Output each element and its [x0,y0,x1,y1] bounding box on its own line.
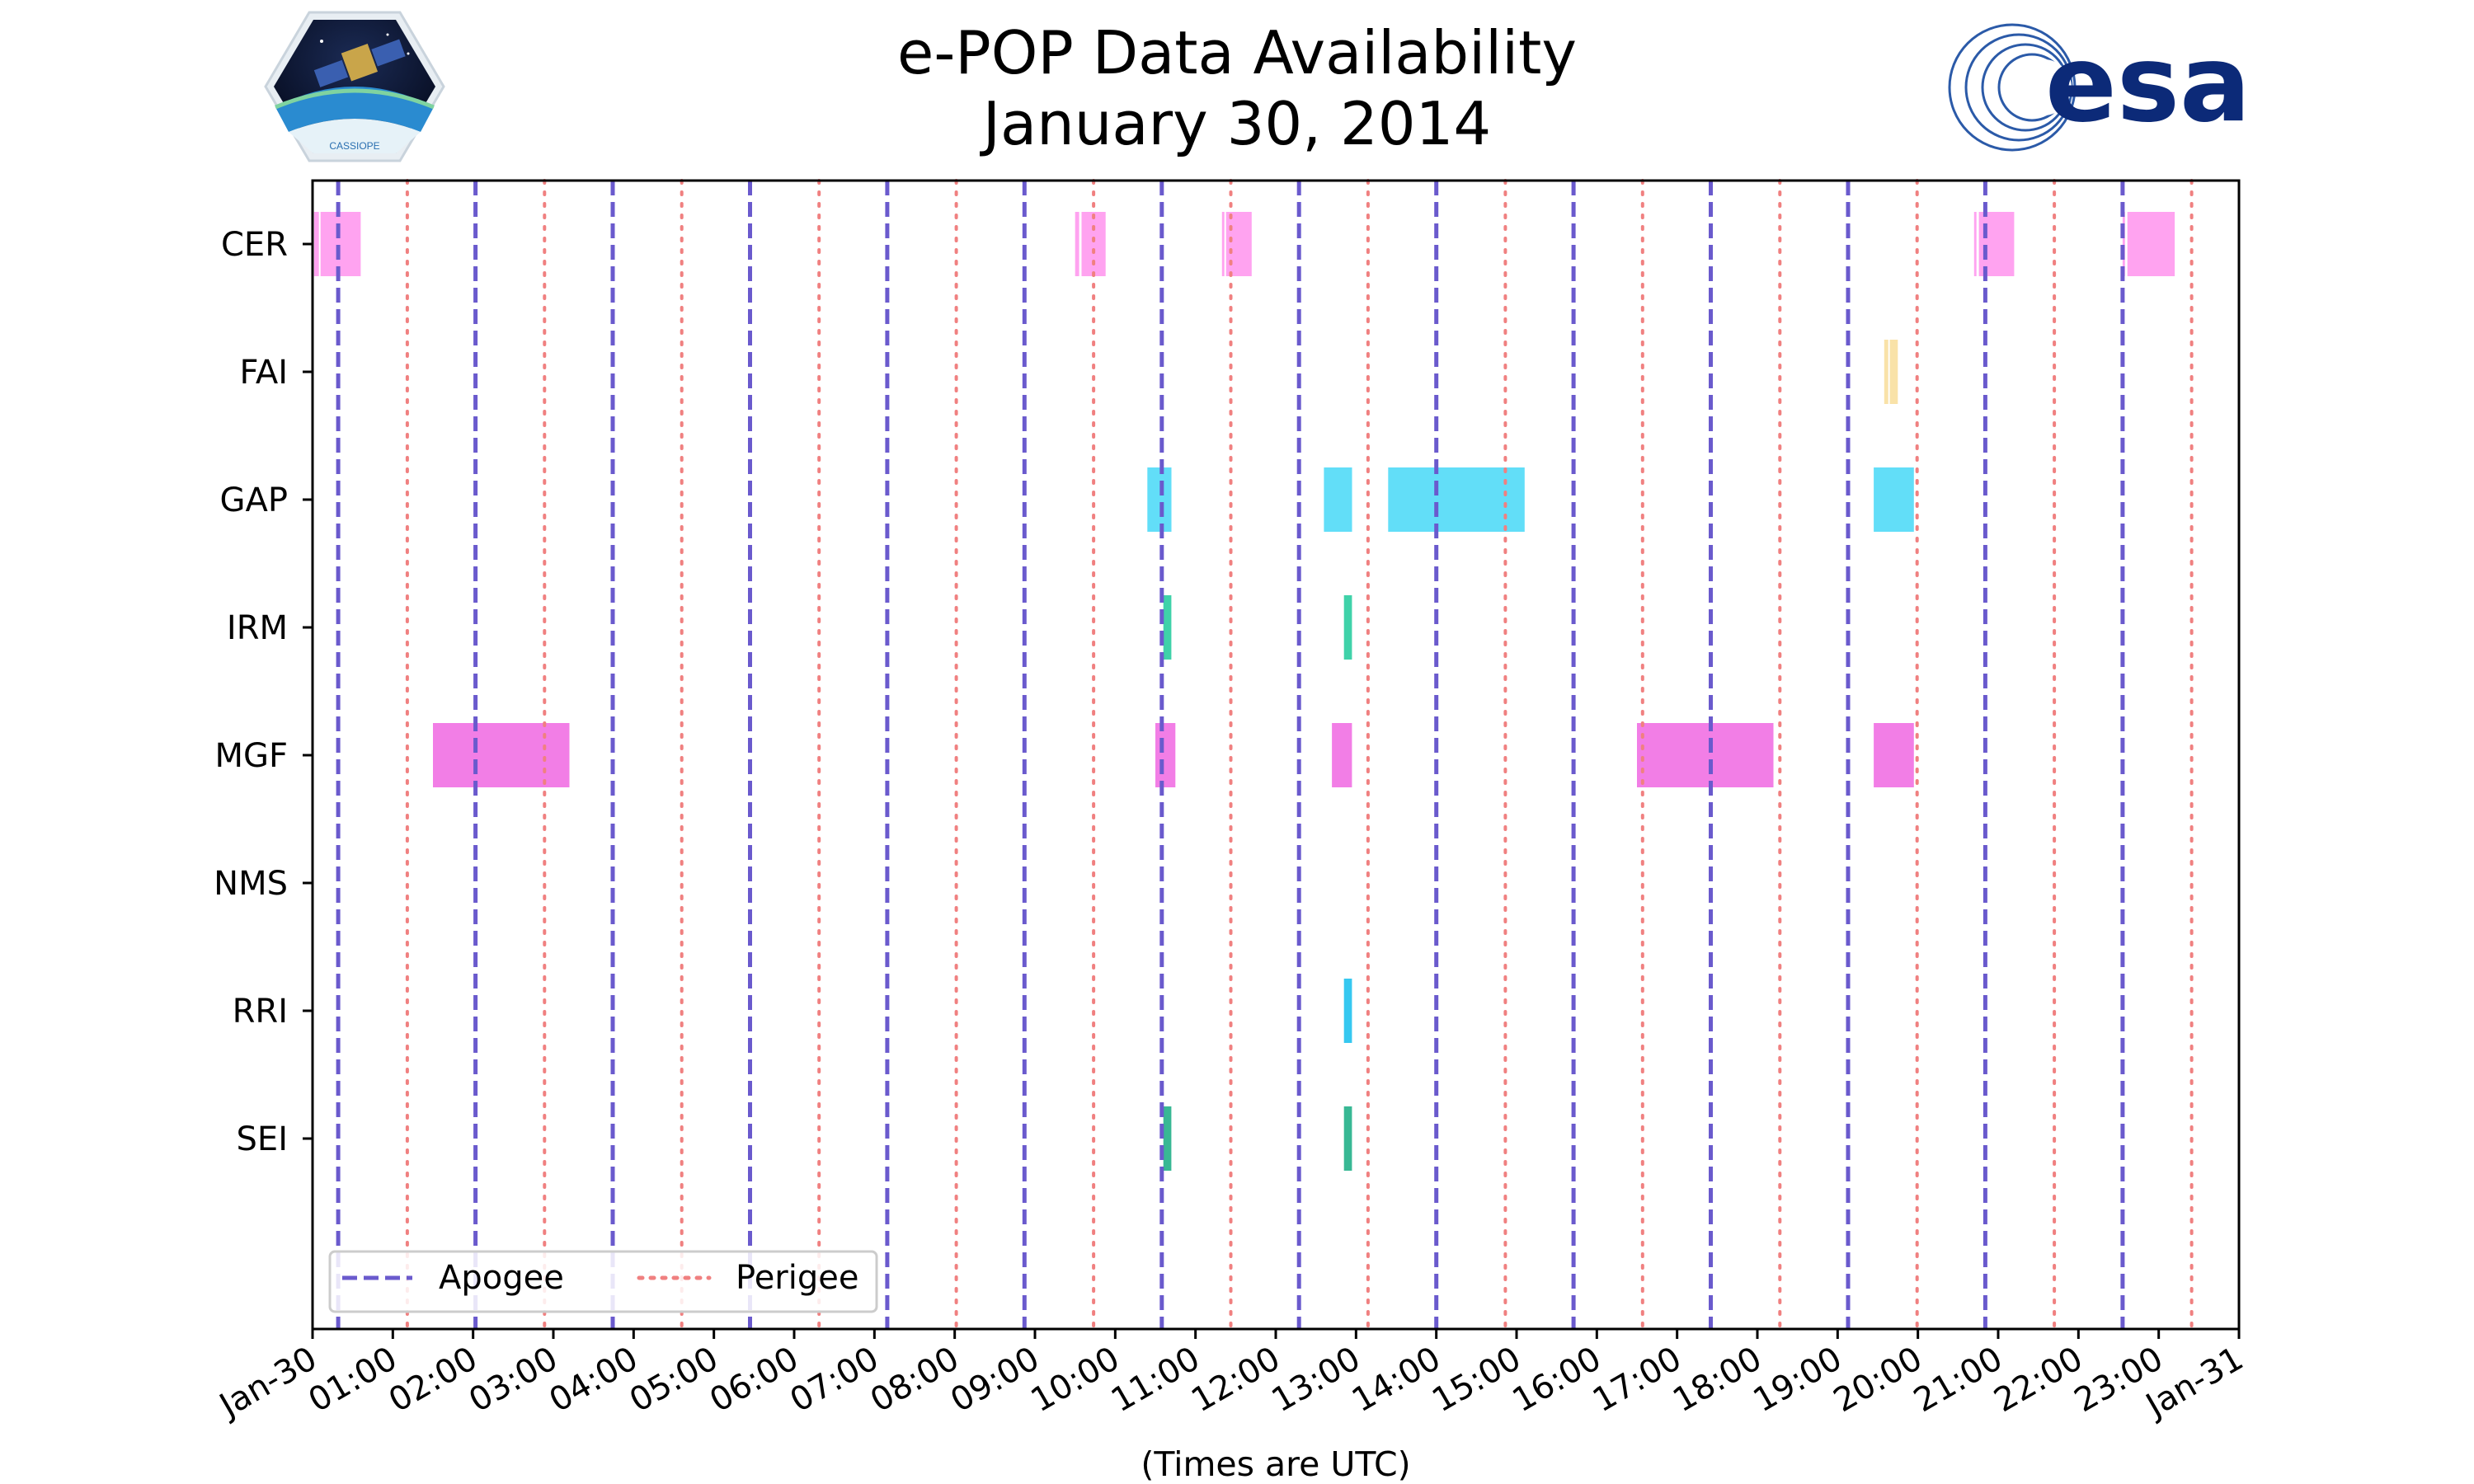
bar-fai-10 [1884,340,1888,404]
x-tick-label-18: 18:00 [1667,1340,1768,1420]
y-tick-label-fai: FAI [240,354,289,392]
y-tick-label-irm: IRM [227,609,288,647]
x-tick-label-20: 20:00 [1827,1340,1929,1420]
bar-cer-1 [320,212,361,276]
y-tick-label-sei: SEI [237,1120,288,1158]
legend-frame [328,1250,878,1313]
y-tick-label-rri: RRI [233,993,288,1031]
x-axis-label: (Times are UTC) [1141,1444,1410,1484]
bar-cer-8 [2122,212,2125,276]
bar-gap-14 [1388,467,1525,532]
bar-mgf-18 [433,723,570,787]
x-tick-label-9: 09:00 [944,1340,1046,1420]
bar-cer-6 [1973,212,1977,276]
x-tick-label-15: 15:00 [1426,1340,1527,1420]
x-tick-label-19: 19:00 [1747,1340,1848,1420]
bar-cer-2 [1075,212,1079,276]
x-tick-label-1: 01:00 [302,1340,403,1420]
x-tick-label-10: 10:00 [1024,1340,1126,1420]
bar-cer-9 [2127,212,2175,276]
bar-mgf-21 [1637,723,1774,787]
bar-sei-25 [1343,1106,1352,1171]
x-tick-label-2: 02:00 [383,1340,484,1420]
bar-mgf-20 [1332,723,1352,787]
x-tick-label-13: 13:00 [1265,1340,1366,1420]
chart-subtitle: January 30, 2014 [982,89,1492,158]
bar-cer-0 [313,212,319,276]
bar-sei-24 [1163,1106,1172,1171]
legend-apogee-label: Apogee [439,1259,564,1297]
cassiope-logo: CASSIOPE [264,11,445,162]
bar-irm-17 [1343,595,1352,660]
bar-mgf-22 [1874,723,1914,787]
x-tick-label-16: 16:00 [1506,1340,1607,1420]
x-tick-label-17: 17:00 [1587,1340,1688,1420]
esa-logo: esa [1948,23,2251,152]
bar-cer-3 [1081,212,1106,276]
x-tick-label-5: 05:00 [623,1340,725,1420]
x-tick-label-12: 12:00 [1185,1340,1286,1420]
bar-cer-7 [1978,212,2015,276]
y-tick-label-nms: NMS [214,865,288,903]
bar-fai-11 [1889,340,1898,404]
y-tick-label-gap: GAP [220,481,288,519]
x-tick-label-22: 22:00 [1987,1340,2089,1420]
bar-rri-23 [1343,979,1352,1043]
legend-perigee-label: Perigee [736,1259,858,1297]
cassiope-logo-text: CASSIOPE [329,140,379,152]
x-tick-label-14: 14:00 [1346,1340,1447,1420]
esa-logo-text: esa [2045,23,2251,146]
bar-cer-4 [1221,212,1225,276]
bar-gap-12 [1147,467,1172,532]
legend: Apogee Perigee [328,1250,878,1313]
x-tick-label-6: 06:00 [703,1340,805,1420]
x-tick-label-11: 11:00 [1105,1340,1206,1420]
x-tick-label-7: 07:00 [783,1340,885,1420]
y-tick-label-mgf: MGF [214,737,288,775]
x-tick-label-3: 03:00 [463,1340,564,1420]
chart-title: e-POP Data Availability [897,18,1577,87]
x-tick-label-0: Jan-30 [211,1340,323,1426]
bar-irm-16 [1163,595,1172,660]
y-tick-label-cer: CER [221,226,288,264]
x-tick-label-8: 08:00 [864,1340,966,1420]
x-tick-label-21: 21:00 [1907,1340,2009,1420]
bar-gap-15 [1874,467,1914,532]
bar-gap-13 [1324,467,1352,532]
x-tick-label-4: 04:00 [543,1340,644,1420]
plot-frame [311,179,2241,1331]
bar-cer-5 [1225,212,1252,276]
bar-mgf-19 [1155,723,1176,787]
